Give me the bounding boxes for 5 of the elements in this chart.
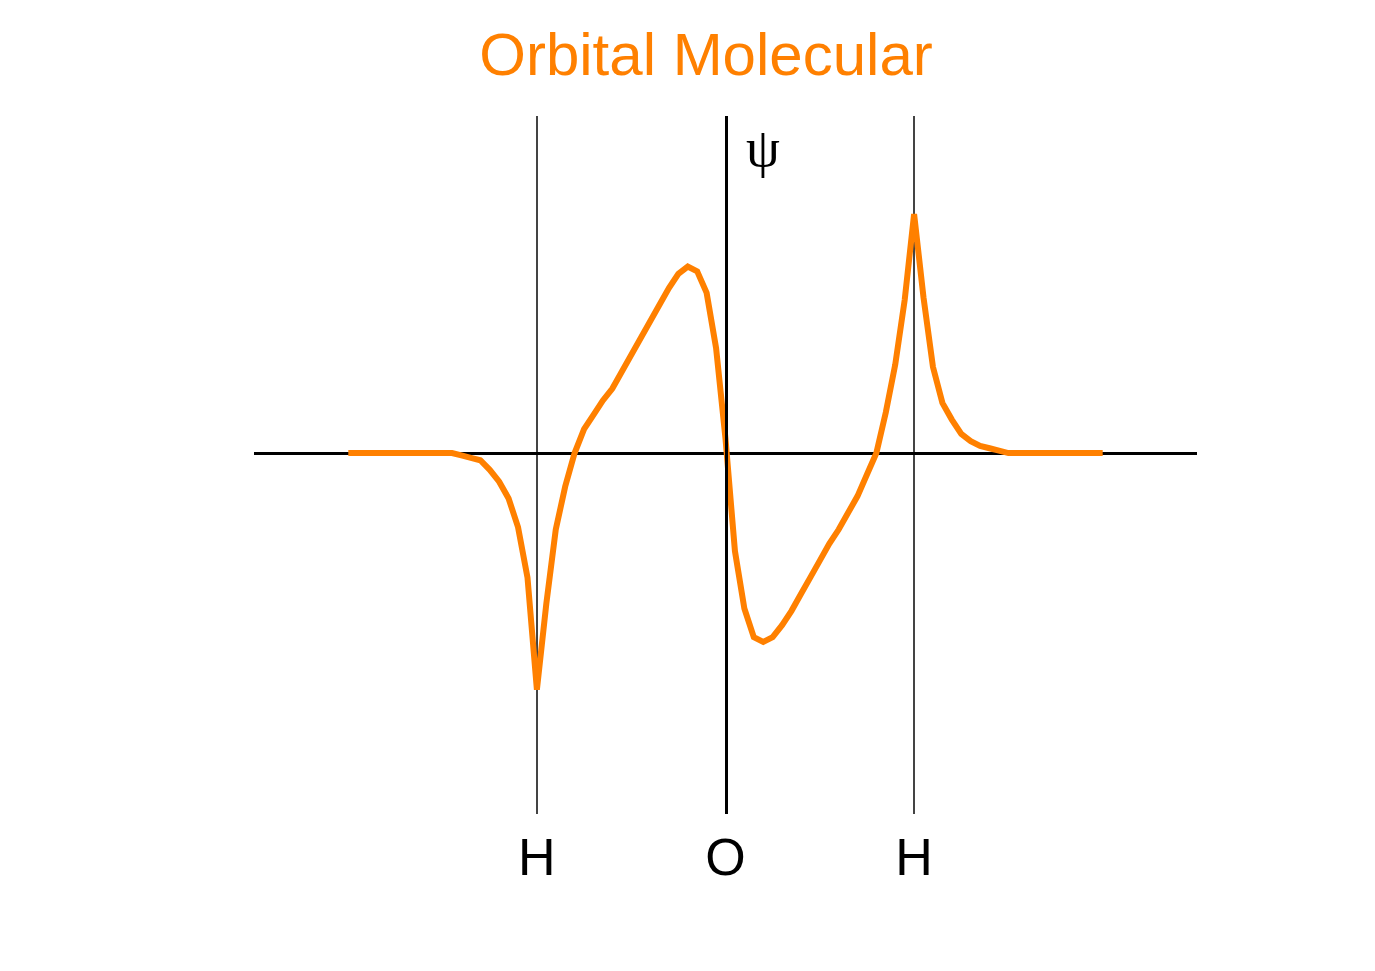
x-tick-label: H [518, 828, 556, 886]
x-tick-label: H [895, 828, 933, 886]
x-tick-label: O [705, 828, 746, 886]
chart-title: Orbital Molecular [479, 21, 933, 88]
y-axis-title: ψ [746, 118, 780, 178]
